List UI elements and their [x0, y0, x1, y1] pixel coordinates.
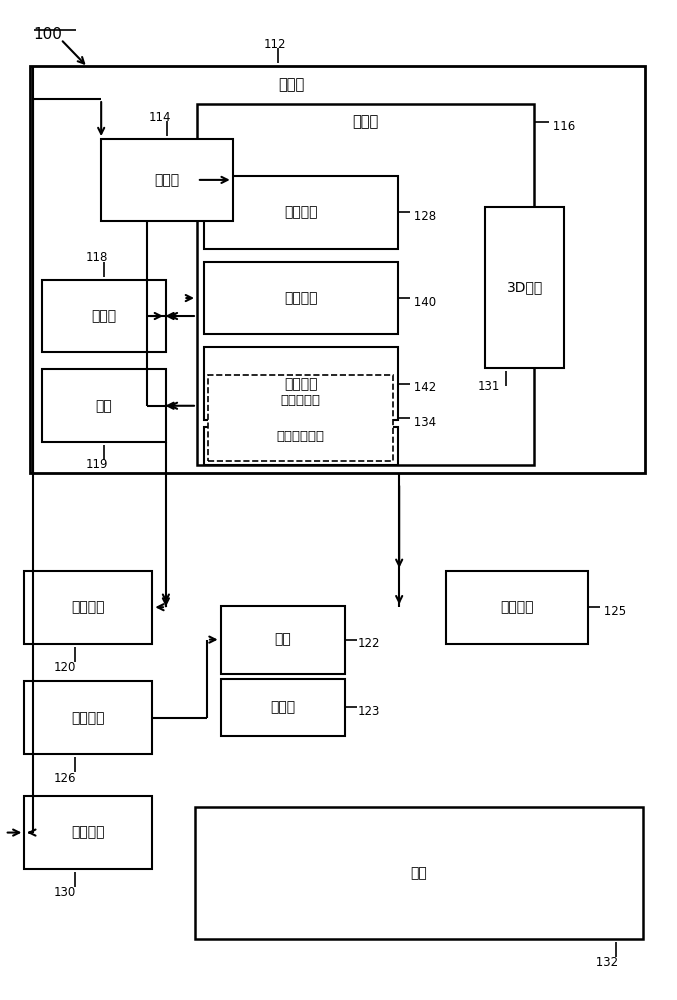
- FancyBboxPatch shape: [24, 796, 152, 869]
- Text: 跟踪系统: 跟踪系统: [72, 600, 105, 614]
- FancyBboxPatch shape: [204, 427, 398, 465]
- FancyBboxPatch shape: [24, 571, 152, 644]
- FancyBboxPatch shape: [42, 369, 166, 442]
- Text: 131: 131: [478, 380, 500, 393]
- Text: 112: 112: [263, 38, 286, 51]
- FancyBboxPatch shape: [485, 207, 564, 368]
- Text: 扫描系统: 扫描系统: [72, 711, 105, 725]
- FancyBboxPatch shape: [42, 280, 166, 352]
- Text: 134: 134: [410, 416, 436, 429]
- Text: 132: 132: [592, 956, 619, 969]
- Text: 处理器: 处理器: [154, 173, 179, 187]
- Text: 128: 128: [410, 210, 436, 223]
- Text: 100: 100: [34, 27, 63, 42]
- Text: 跟踪模块: 跟踪模块: [284, 205, 318, 219]
- Text: 120: 120: [53, 661, 76, 674]
- Text: 142: 142: [410, 381, 436, 394]
- Text: 传感器: 传感器: [270, 700, 295, 714]
- Text: 126: 126: [53, 772, 76, 785]
- Text: 成像系统: 成像系统: [72, 826, 105, 840]
- FancyBboxPatch shape: [204, 262, 398, 334]
- FancyBboxPatch shape: [30, 66, 645, 473]
- FancyBboxPatch shape: [101, 139, 233, 221]
- Text: 场发生器: 场发生器: [500, 600, 534, 614]
- FancyBboxPatch shape: [195, 807, 642, 939]
- FancyBboxPatch shape: [446, 571, 588, 644]
- Text: 显示器: 显示器: [91, 309, 116, 323]
- FancyBboxPatch shape: [24, 681, 152, 754]
- Text: 图像和跟踪: 图像和跟踪: [281, 394, 321, 407]
- Text: 配准模块: 配准模块: [284, 377, 318, 391]
- Text: 118: 118: [86, 251, 108, 264]
- Text: 工作站: 工作站: [278, 77, 305, 92]
- Text: 接口: 接口: [95, 399, 112, 413]
- Text: 119: 119: [86, 458, 108, 471]
- Text: 123: 123: [357, 705, 380, 718]
- Text: 3D图像: 3D图像: [506, 281, 543, 295]
- Text: 122: 122: [357, 637, 380, 650]
- FancyBboxPatch shape: [197, 104, 534, 465]
- Text: 116: 116: [549, 120, 575, 133]
- FancyBboxPatch shape: [221, 606, 345, 674]
- Text: 125: 125: [600, 605, 626, 618]
- Text: 数据处理模块: 数据处理模块: [277, 430, 325, 443]
- Text: 140: 140: [410, 296, 436, 309]
- FancyBboxPatch shape: [204, 347, 398, 420]
- FancyBboxPatch shape: [204, 176, 398, 249]
- Text: 存储器: 存储器: [352, 115, 378, 130]
- FancyBboxPatch shape: [221, 679, 345, 736]
- Text: 114: 114: [149, 111, 171, 124]
- Text: 130: 130: [53, 886, 76, 899]
- Text: 患者: 患者: [410, 866, 427, 880]
- Text: 分割模块: 分割模块: [284, 291, 318, 305]
- Text: 探头: 探头: [274, 633, 291, 647]
- FancyBboxPatch shape: [209, 375, 393, 461]
